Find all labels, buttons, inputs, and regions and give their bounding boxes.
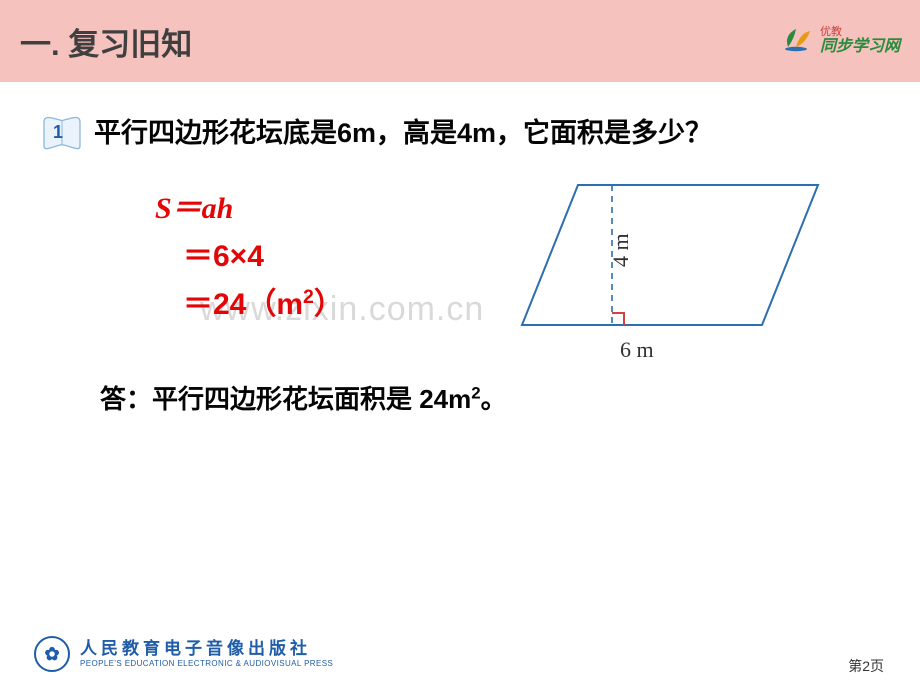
- publisher-logo-icon: ✿: [34, 636, 70, 672]
- work-area: S＝ah ＝6×4 ＝24（m2） 4 m 6 m: [40, 185, 880, 329]
- question-row: 1 平行四边形花坛底是6m，高是4m，它面积是多少？: [40, 112, 880, 155]
- badge-number: 1: [53, 122, 63, 142]
- formula-l3-exp: 2: [303, 286, 314, 308]
- logo-text-bottom: 同步学习网: [820, 38, 900, 56]
- parallelogram-shape: [522, 185, 818, 325]
- answer-prefix: 答：平行四边形花坛面积是 24m: [100, 384, 471, 414]
- answer-exp: 2: [471, 384, 480, 403]
- publisher-en: PEOPLE'S EDUCATION ELECTRONIC & AUDIOVIS…: [80, 659, 333, 669]
- formula-line-3: ＝24（m2）: [183, 281, 344, 329]
- footer-text: 人民教育电子音像出版社 PEOPLE'S EDUCATION ELECTRONI…: [80, 639, 333, 669]
- height-label: 4 m: [608, 234, 633, 268]
- formula-block: S＝ah ＝6×4 ＝24（m2）: [155, 185, 344, 329]
- footer: ✿ 人民教育电子音像出版社 PEOPLE'S EDUCATION ELECTRO…: [34, 636, 333, 672]
- logo-text: 优教 同步学习网: [820, 26, 900, 56]
- question-text: 平行四边形花坛底是6m，高是4m，它面积是多少？: [94, 112, 712, 155]
- formula-l3-prefix: ＝24（m: [183, 288, 303, 321]
- content-area: 1 平行四边形花坛底是6m，高是4m，它面积是多少？ S＝ah ＝6×4 ＝24…: [0, 82, 920, 416]
- header-bar: 一. 复习旧知 优教 同步学习网: [0, 0, 920, 82]
- header-logo: 优教 同步学习网: [782, 25, 900, 58]
- right-angle-icon: [612, 313, 624, 325]
- formula-line-1: S＝ah: [155, 185, 344, 233]
- page-badge-icon: 1: [40, 112, 84, 152]
- answer-suffix: 。: [481, 384, 507, 414]
- section-title: 一. 复习旧知: [20, 19, 192, 64]
- page-number: 第2页: [848, 656, 884, 676]
- base-label: 6 m: [620, 337, 654, 362]
- formula-line-2: ＝6×4: [183, 233, 344, 281]
- answer-line: 答：平行四边形花坛面积是 24m2。: [100, 379, 880, 416]
- publisher-cn: 人民教育电子音像出版社: [80, 639, 333, 659]
- formula-l3-suffix: ）: [314, 288, 344, 321]
- logo-text-top: 优教: [820, 26, 900, 38]
- leaf-icon: [782, 25, 812, 58]
- parallelogram-diagram: 4 m 6 m: [520, 175, 820, 380]
